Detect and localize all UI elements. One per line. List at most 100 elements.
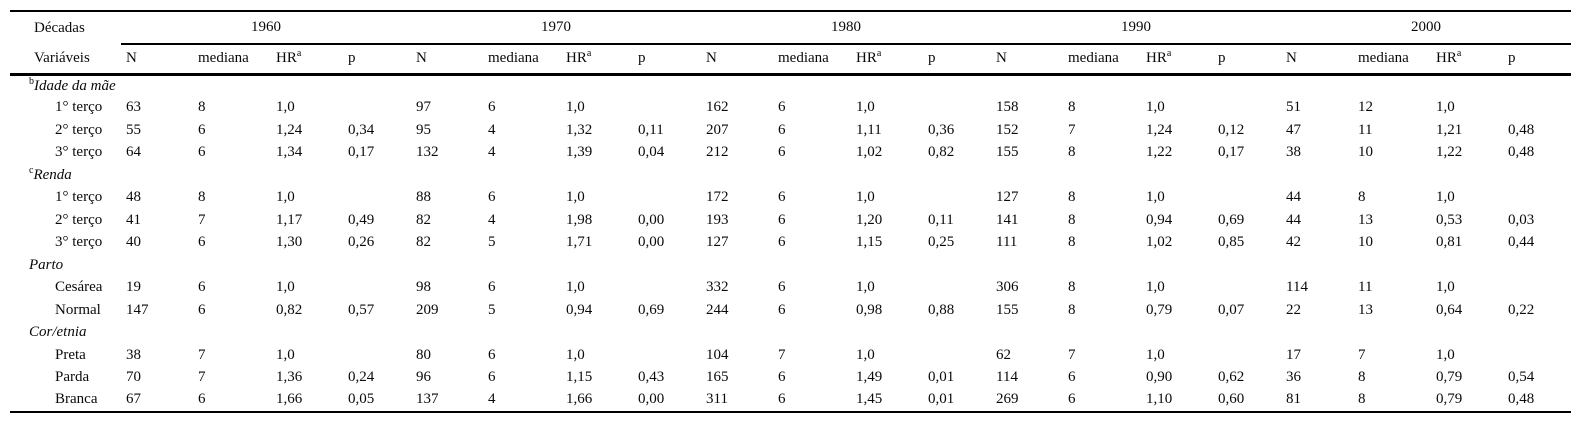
empty-cell (851, 322, 923, 345)
data-cell: 12 (1358, 99, 1373, 116)
data-cell: 0,00 (638, 391, 665, 408)
hr-label: HR (276, 50, 297, 67)
data-cell: 95 (416, 121, 431, 138)
data-row: 2° terço 41 7 1,17 0,49 82 4 1,98 0,00 193 6 1,20 0,… (10, 209, 1571, 232)
data-cell: 0,60 (1218, 391, 1245, 408)
data-cell: 0,01 (928, 391, 955, 408)
data-cell: 1,24 (276, 121, 303, 138)
data-cell: 4 (488, 211, 496, 228)
data-cell (1503, 97, 1571, 120)
empty-cell (343, 164, 411, 187)
data-cell: 4 (488, 121, 496, 138)
data-cell: 1,98 (566, 211, 593, 228)
data-cell: 1,34 (276, 144, 303, 161)
data-row: Branca 67 6 1,66 0,05 137 4 1,66 0,00 311 6 1,45 0,0… (10, 389, 1571, 412)
data-cell: 0,17 (348, 144, 375, 161)
data-cell: 158 (996, 99, 1019, 116)
data-cell: 1,0 (276, 279, 295, 296)
data-cell: 114 (1286, 279, 1308, 296)
data-row: 2° terço 55 6 1,24 0,34 95 4 1,32 0,11 207 6 1,11 0,… (10, 119, 1571, 142)
data-cell (923, 97, 991, 120)
data-cell: 0,85 (1218, 234, 1245, 251)
group-header-row: Parto (10, 254, 1571, 277)
data-cell: 0,64 (1436, 301, 1463, 318)
data-cell: 6 (198, 279, 206, 296)
empty-cell (193, 322, 271, 345)
empty-cell (121, 322, 193, 345)
data-cell: 7 (1068, 121, 1076, 138)
empty-cell (701, 164, 773, 187)
data-cell: 193 (706, 211, 729, 228)
group-label: cRenda (10, 164, 121, 187)
data-cell (923, 277, 991, 300)
empty-cell (633, 164, 701, 187)
empty-cell (773, 164, 851, 187)
empty-cell (851, 254, 923, 277)
data-cell: 1,02 (1146, 234, 1173, 251)
data-row: Normal 147 6 0,82 0,57 209 5 0,94 0,69 244 6 0,98 0,… (10, 299, 1571, 322)
data-cell: 67 (126, 391, 141, 408)
data-cell: 7 (198, 369, 206, 386)
data-cell (633, 344, 701, 367)
data-cell: 10 (1358, 234, 1373, 251)
data-cell (1213, 97, 1281, 120)
group-label-text: Renda (33, 166, 72, 183)
row-label: 3° terço (55, 144, 103, 161)
group-footnote-mark: c (29, 164, 34, 176)
data-cell: 1,0 (1436, 189, 1455, 206)
data-row: Parda 70 7 1,36 0,24 96 6 1,15 0,43 165 6 1,49 0,01 1… (10, 367, 1571, 390)
data-cell: 19 (126, 279, 141, 296)
empty-cell (1281, 164, 1353, 187)
data-cell: 1,39 (566, 144, 593, 161)
data-cell: 1,02 (856, 144, 883, 161)
data-row: 1° terço 48 8 1,0 88 6 1,0 172 6 1,0 127 8 1,0 44 8 1,0 (10, 187, 1571, 210)
data-cell: 0,11 (638, 121, 664, 138)
decade-label: 1990 (991, 11, 1281, 45)
empty-cell (411, 322, 483, 345)
data-cell: 5 (488, 234, 496, 251)
data-cell: 5 (488, 301, 496, 318)
data-cell: 0,94 (566, 301, 593, 318)
data-cell: 8 (1068, 234, 1076, 251)
hr-label: HR (1146, 50, 1167, 67)
empty-cell (1503, 164, 1571, 187)
data-row: 3° terço 40 6 1,30 0,26 82 5 1,71 0,00 127 6 1,15 0,… (10, 232, 1571, 255)
data-cell (633, 97, 701, 120)
data-cell: 0,48 (1508, 144, 1535, 161)
empty-cell (633, 322, 701, 345)
data-cell: 1,0 (1146, 279, 1165, 296)
data-cell: 0,36 (928, 121, 955, 138)
empty-cell (1281, 254, 1353, 277)
hr-label: HR (566, 50, 587, 67)
data-cell: 311 (706, 391, 728, 408)
data-cell (633, 187, 701, 210)
empty-cell (1063, 322, 1141, 345)
table-body: bIdade da mãe 1° terço 63 8 1,0 97 6 1,0 162 6 1,0… (10, 74, 1571, 412)
data-cell: 36 (1286, 369, 1301, 386)
data-cell: 48 (126, 189, 141, 206)
data-cell: 1,24 (1146, 121, 1173, 138)
data-row: 1° terço 63 8 1,0 97 6 1,0 162 6 1,0 158 8 1,0 51 12 1,… (10, 97, 1571, 120)
data-cell: 8 (198, 99, 206, 116)
column-header-n: N (1281, 44, 1353, 76)
data-cell: 7 (778, 346, 786, 363)
empty-cell (193, 74, 271, 97)
data-cell: 1,32 (566, 121, 593, 138)
data-cell: 6 (198, 301, 206, 318)
empty-cell (411, 254, 483, 277)
empty-cell (1353, 322, 1431, 345)
data-cell: 141 (996, 211, 1019, 228)
data-cell: 70 (126, 369, 141, 386)
empty-cell (1213, 164, 1281, 187)
empty-cell (1431, 322, 1503, 345)
data-cell: 8 (1068, 99, 1076, 116)
data-cell: 0,44 (1508, 234, 1535, 251)
hr-footnote-mark: a (296, 48, 302, 60)
data-cell: 0,43 (638, 369, 665, 386)
empty-cell (271, 322, 343, 345)
data-cell: 0,24 (348, 369, 375, 386)
data-cell (1503, 187, 1571, 210)
data-cell: 6 (778, 189, 786, 206)
data-cell: 44 (1286, 189, 1301, 206)
